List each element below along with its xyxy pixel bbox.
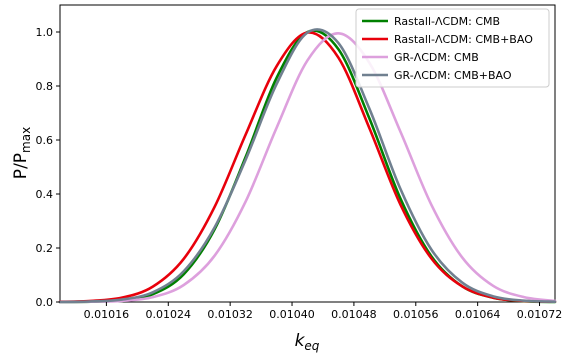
x-tick-label: 0.01040 [269, 308, 315, 321]
y-axis-title-subscript: max [19, 127, 33, 153]
legend-label-2: Rastall-ΛCDM: CMB+BAO [394, 33, 533, 46]
legend-label-1: Rastall-ΛCDM: CMB [394, 15, 500, 28]
curves-layer [58, 28, 557, 304]
x-tick-label: 0.01024 [146, 308, 192, 321]
y-tick-label: 0.0 [36, 296, 54, 309]
x-tick-label: 0.01032 [207, 308, 253, 321]
x-axis-title: keq [295, 331, 320, 353]
y-axis-title: P/Pmax [11, 127, 33, 179]
x-axis-title-subscript: eq [304, 339, 319, 353]
x-ticks: 0.01016 0.01024 0.01032 0.01040 0.01048 0.010… [84, 302, 563, 321]
x-tick-label: 0.01016 [84, 308, 130, 321]
legend-label-3: GR-ΛCDM: CMB [394, 51, 479, 64]
x-tick-label: 0.01072 [517, 308, 563, 321]
plot-frame [59, 4, 556, 303]
y-ticks: 0.0 0.2 0.4 0.6 0.8 1.0 [36, 26, 60, 309]
y-tick-label: 0.2 [36, 242, 54, 255]
x-tick-label: 0.01048 [331, 308, 377, 321]
y-tick-label: 0.6 [36, 134, 54, 147]
y-tick-label: 1.0 [36, 26, 54, 39]
x-tick-label: 0.01056 [393, 308, 439, 321]
y-tick-label: 0.4 [36, 188, 54, 201]
legend: Rastall-ΛCDM: CMB Rastall-ΛCDM: CMB+BAO GR… [355, 8, 550, 88]
series-line-4 [58, 28, 557, 304]
legend-box [355, 8, 550, 88]
legend-label-4: GR-ΛCDM: CMB+BAO [394, 69, 512, 82]
series-line-3 [58, 32, 557, 304]
y-tick-label: 0.8 [36, 80, 54, 93]
x-tick-label: 0.01064 [455, 308, 501, 321]
